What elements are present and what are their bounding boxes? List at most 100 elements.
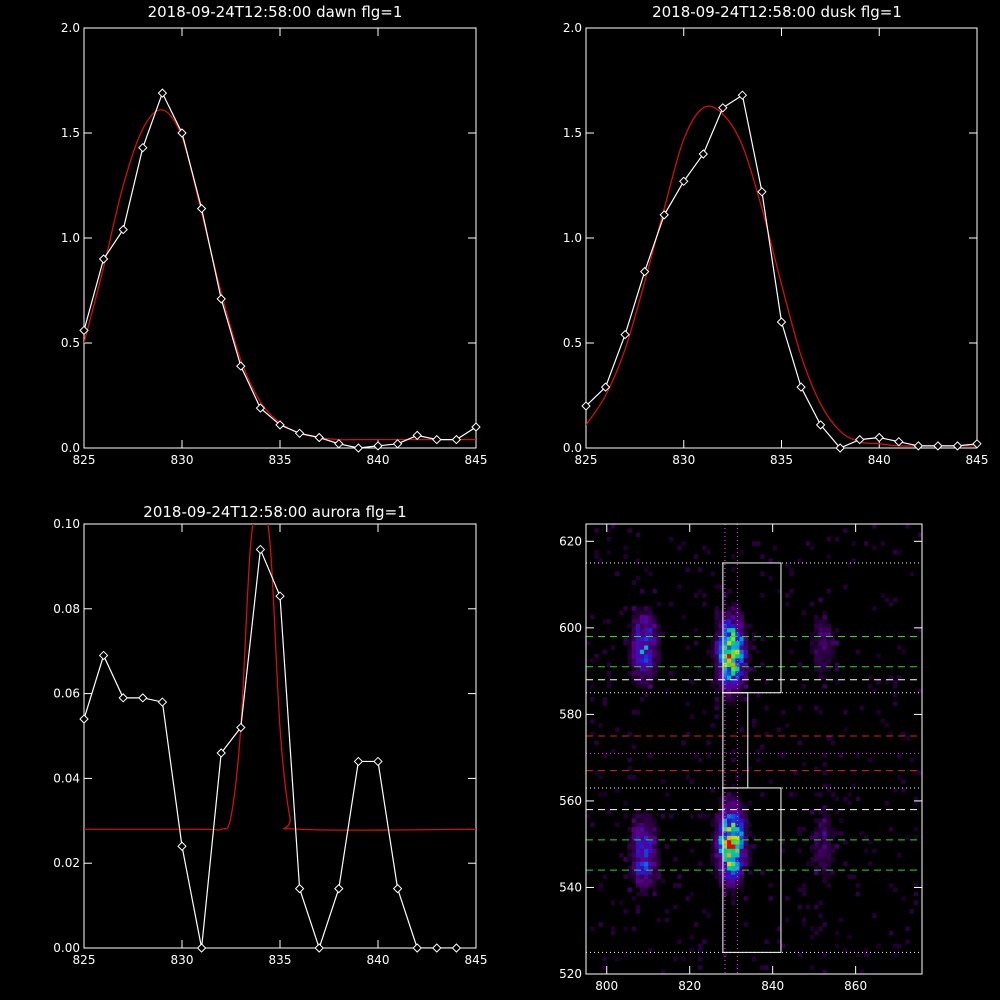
heatmap-cell (644, 671, 649, 676)
heatmap-cell (639, 839, 645, 845)
heatmap-cell (627, 839, 632, 845)
heatmap-cell (743, 861, 749, 867)
heatmap-cell (839, 818, 844, 823)
x-tick-label: 830 (171, 453, 194, 467)
heatmap-cell (718, 614, 724, 620)
heatmap-cell (710, 640, 715, 646)
heatmap-cell (735, 645, 740, 650)
heatmap-cell (652, 861, 657, 867)
heatmap-cell (623, 545, 628, 551)
x-tick-label: 830 (171, 953, 194, 967)
heatmap-cell (735, 679, 740, 685)
heatmap-cell (710, 822, 715, 828)
heatmap-cell (743, 671, 749, 676)
heatmap-cell (710, 844, 715, 849)
heatmap-cell (635, 822, 641, 828)
heatmap-cell (739, 852, 744, 858)
heatmap-cell (735, 684, 740, 689)
heatmap-cell (731, 601, 736, 607)
heatmap-cell (764, 679, 769, 685)
heatmap-cell (652, 614, 657, 620)
heatmap-cell (814, 619, 819, 624)
heatmap-cell (731, 839, 736, 845)
heatmap-cell (664, 688, 670, 694)
heatmap-cell (830, 848, 836, 854)
heatmap-cell (702, 601, 707, 607)
fit-curve (586, 105, 977, 447)
heatmap-cell (648, 861, 653, 867)
heatmap-cell (623, 636, 628, 642)
heatmap-cell (731, 891, 736, 897)
heatmap-cell (635, 848, 641, 854)
heatmap-cell (598, 922, 603, 927)
heatmap-cell (668, 536, 674, 542)
heatmap-cell (718, 623, 724, 629)
heatmap-cell (722, 614, 728, 620)
heatmap-cell (706, 753, 711, 758)
heatmap-cell (714, 627, 720, 633)
heatmap-cell (722, 796, 728, 802)
heatmap-cell (631, 632, 637, 637)
observed-point (177, 128, 187, 138)
heatmap-cell (635, 809, 641, 815)
heatmap-cell (727, 588, 732, 594)
heatmap-cell (652, 658, 657, 663)
heatmap-cell (652, 666, 657, 672)
heatmap-cell (615, 956, 620, 962)
heatmap-cell (814, 766, 819, 771)
heatmap-cell (868, 684, 873, 689)
heatmap-cell (810, 809, 815, 815)
heatmap-cell (917, 688, 923, 694)
heatmap-cell (660, 813, 666, 819)
observed-point (334, 439, 344, 449)
heatmap-cell (714, 606, 720, 611)
heatmap-cell (590, 822, 595, 828)
heatmap-cell (826, 662, 832, 668)
heatmap-cell (635, 614, 641, 620)
heatmap-cell (639, 614, 645, 620)
heatmap-cell (644, 666, 649, 672)
heatmap-cell (722, 878, 728, 884)
heatmap-cell (731, 848, 736, 854)
heatmap-cell (789, 567, 794, 572)
y-tick-label: 600 (559, 621, 582, 635)
heatmap-cell (731, 874, 736, 880)
heatmap-cell (739, 870, 744, 875)
heatmap-cell (594, 740, 599, 745)
heatmap-cell (905, 524, 910, 529)
heatmap-cell (731, 636, 736, 642)
heatmap-cell (648, 813, 653, 819)
heatmap-cell (718, 640, 724, 646)
heatmap-cell (644, 831, 649, 836)
heatmap-cell (727, 606, 732, 611)
heatmap-cell (888, 731, 894, 737)
heatmap-cell (722, 697, 728, 702)
heatmap-cell (735, 774, 740, 780)
heatmap-cell (818, 848, 823, 854)
heatmap-cell (598, 792, 603, 797)
heatmap-cell (631, 874, 637, 880)
heatmap-cell (793, 792, 798, 797)
heatmap-cell (631, 818, 637, 823)
heatmap-cell (739, 610, 744, 616)
heatmap-cell (702, 909, 707, 914)
heatmap-cell (635, 813, 641, 819)
heatmap-cell (897, 675, 902, 681)
heatmap-cell (801, 761, 807, 767)
heatmap-cell (635, 874, 641, 880)
heatmap-cell (872, 524, 877, 529)
heatmap-cell (735, 792, 740, 797)
heatmap-cell (735, 861, 740, 867)
heatmap-cell (810, 601, 815, 607)
heatmap-cell (627, 826, 632, 832)
heatmap-cell (639, 870, 645, 875)
heatmap-cell (644, 865, 649, 871)
observed-point (255, 544, 266, 555)
heatmap-cell (639, 874, 645, 880)
heatmap-cell (843, 710, 848, 715)
heatmap-cell (814, 662, 819, 668)
heatmap-cell (913, 835, 919, 841)
heatmap-cell (731, 805, 736, 810)
heatmap-cell (590, 697, 595, 702)
heatmap-cell (810, 835, 815, 841)
